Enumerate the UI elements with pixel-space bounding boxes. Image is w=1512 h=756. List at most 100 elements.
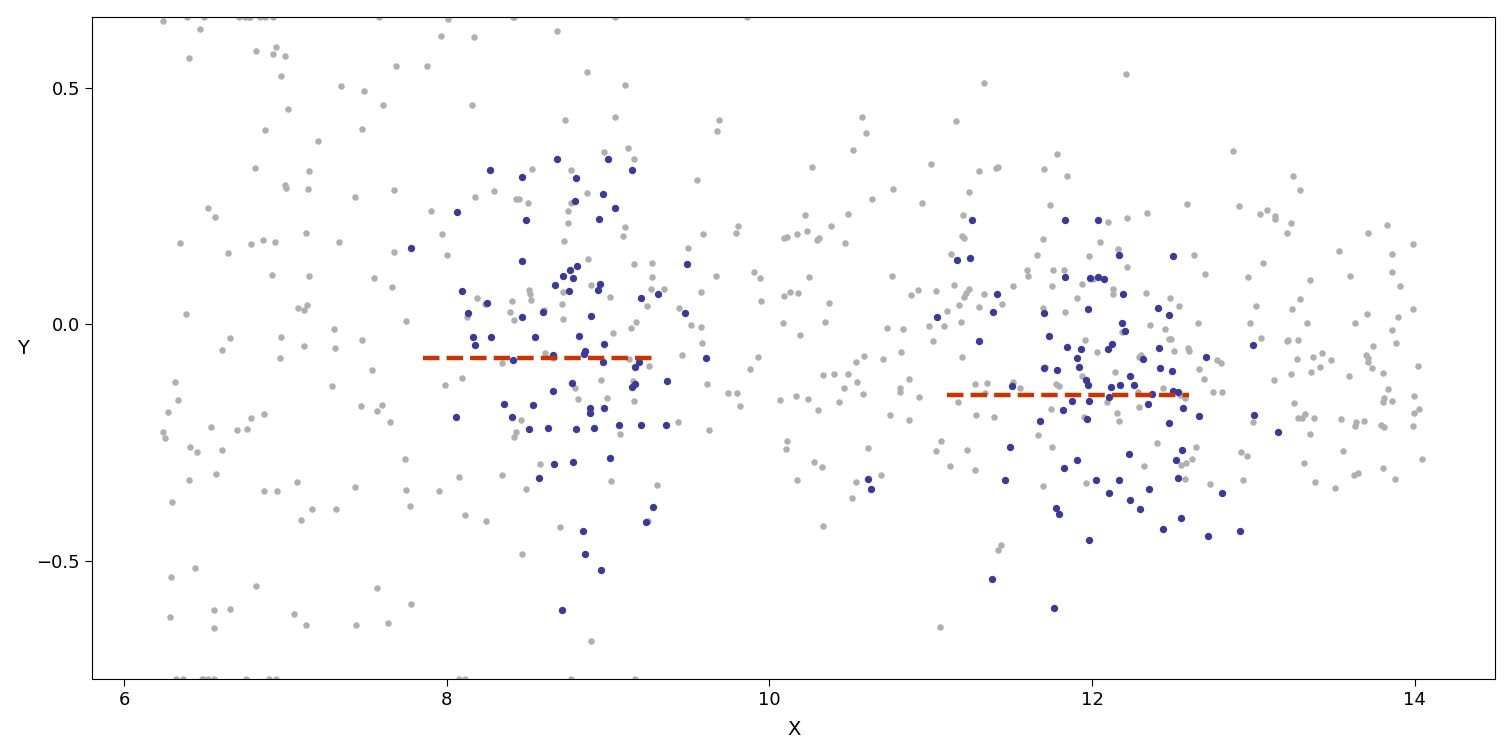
Point: [1042, 603, 1066, 615]
Point: [1078, 272, 1102, 284]
Point: [1114, 212, 1139, 225]
Point: [851, 350, 875, 362]
Point: [1359, 362, 1383, 374]
Point: [621, 153, 646, 165]
Point: [361, 271, 386, 284]
Point: [836, 208, 860, 220]
Point: [986, 161, 1010, 173]
Point: [1114, 67, 1139, 79]
Point: [307, 135, 331, 147]
Point: [572, 525, 596, 538]
Point: [578, 407, 602, 420]
Point: [1016, 270, 1040, 282]
Point: [1096, 216, 1120, 228]
Point: [1104, 366, 1128, 378]
Point: [1134, 207, 1158, 219]
Point: [951, 209, 975, 221]
Point: [1318, 354, 1343, 366]
Point: [803, 456, 827, 468]
Point: [556, 217, 581, 229]
Point: [1167, 300, 1191, 312]
Point: [1151, 382, 1175, 394]
Point: [877, 409, 901, 421]
Point: [192, 674, 216, 686]
Point: [1355, 308, 1379, 320]
Point: [1387, 311, 1411, 323]
Point: [493, 398, 517, 410]
Point: [558, 264, 582, 276]
Point: [841, 144, 865, 156]
Point: [854, 127, 878, 139]
Point: [1383, 473, 1408, 485]
Point: [1001, 376, 1025, 389]
Point: [910, 197, 934, 209]
Point: [159, 571, 183, 583]
Point: [1266, 426, 1290, 438]
Point: [1341, 469, 1365, 482]
Point: [653, 419, 677, 431]
Point: [370, 399, 395, 411]
Point: [435, 249, 460, 261]
Point: [296, 269, 321, 281]
Point: [957, 186, 981, 198]
Point: [251, 408, 275, 420]
Point: [891, 324, 915, 336]
Point: [820, 220, 844, 232]
Point: [990, 298, 1015, 310]
Point: [1126, 351, 1151, 363]
Point: [1228, 525, 1252, 538]
Point: [553, 113, 578, 125]
Point: [612, 221, 637, 233]
Point: [937, 460, 962, 472]
Point: [1255, 203, 1279, 215]
Point: [503, 426, 528, 438]
Point: [726, 387, 750, 399]
Point: [850, 111, 874, 123]
Point: [1198, 478, 1222, 490]
Point: [1139, 319, 1163, 331]
Point: [1092, 273, 1116, 285]
Point: [322, 323, 346, 335]
Point: [1299, 365, 1323, 377]
Point: [1096, 343, 1120, 355]
Point: [1293, 407, 1317, 420]
Point: [795, 393, 820, 405]
Point: [561, 377, 585, 389]
Point: [1122, 379, 1146, 391]
Point: [528, 458, 552, 470]
Point: [1077, 249, 1101, 262]
Point: [1380, 324, 1405, 336]
Point: [1370, 419, 1394, 431]
Point: [984, 162, 1009, 174]
Point: [1172, 472, 1196, 485]
Point: [875, 322, 900, 334]
Point: [552, 313, 576, 325]
Point: [807, 232, 832, 244]
Point: [1380, 248, 1405, 260]
Point: [1385, 337, 1409, 349]
Point: [490, 469, 514, 481]
Point: [921, 335, 945, 347]
Point: [1064, 352, 1089, 364]
Point: [1337, 370, 1361, 383]
Point: [1234, 451, 1258, 463]
Point: [393, 453, 417, 465]
Point: [1031, 307, 1055, 319]
Point: [1185, 317, 1210, 329]
Point: [612, 79, 637, 91]
Point: [253, 124, 277, 136]
Point: [665, 416, 689, 428]
Point: [856, 473, 880, 485]
Point: [624, 316, 649, 328]
Point: [1042, 264, 1066, 276]
Point: [265, 485, 289, 497]
Point: [689, 336, 714, 349]
Point: [234, 674, 259, 686]
Point: [621, 374, 646, 386]
Point: [1086, 271, 1110, 283]
Point: [641, 500, 665, 513]
Point: [428, 485, 452, 497]
Point: [1285, 353, 1309, 365]
Point: [606, 420, 631, 432]
Point: [514, 483, 538, 495]
